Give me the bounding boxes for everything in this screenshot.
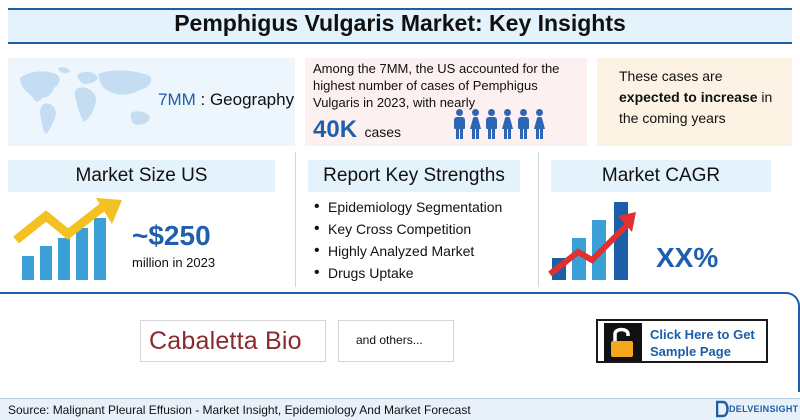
person-icon	[453, 109, 465, 139]
cabaletta-bio-logo: Cabaletta Bio	[149, 327, 302, 355]
geography-panel: 7MM : Geography	[8, 58, 295, 146]
delveinsight-mark-icon	[716, 400, 729, 418]
cta-line1[interactable]: Click Here to Get	[650, 327, 755, 342]
delveinsight-brand: DELVEINSIGHT	[729, 404, 799, 414]
forecast-suffix: in the coming years	[619, 89, 773, 126]
people-icon	[453, 109, 557, 141]
title-band	[8, 8, 792, 44]
person-icon	[469, 109, 481, 139]
list-item: Drugs Uptake	[312, 262, 532, 284]
cta-line2[interactable]: Sample Page	[650, 344, 731, 359]
strengths-header: Report Key Strengths	[308, 160, 520, 192]
delveinsight-logo: DELVEINSIGHT	[716, 400, 799, 418]
forecast-text: These cases are expected to increase in …	[619, 66, 787, 129]
title-banner: Pemphigus Vulgaris Market: Key Insights	[0, 0, 800, 52]
forecast-emphasis: expected to increase	[619, 89, 758, 105]
bar-growth-icon	[548, 202, 636, 280]
company-logo-box: Cabaletta Bio	[140, 320, 326, 362]
list-item: Epidemiology Segmentation	[312, 196, 532, 218]
page-title: Pemphigus Vulgaris Market: Key Insights	[174, 10, 626, 36]
cagr-header: Market CAGR	[551, 160, 771, 192]
bottom-frame	[0, 292, 800, 392]
footer-source: Source: Malignant Pleural Effusion - Mar…	[8, 403, 471, 417]
others-box: and others...	[338, 320, 454, 362]
person-icon	[501, 109, 513, 139]
vertical-divider	[295, 152, 296, 287]
cases-text: Among the 7MM, the US accounted for the …	[313, 61, 560, 110]
growth-chart-icon	[13, 198, 122, 280]
market-size-value: ~$250	[132, 220, 211, 251]
market-size-header: Market Size US	[8, 160, 275, 192]
cta-label[interactable]: Click Here to Get Sample Page	[650, 326, 755, 360]
list-item: Key Cross Competition	[312, 218, 532, 240]
forecast-panel: These cases are expected to increase in …	[597, 58, 792, 146]
cases-panel: Among the 7MM, the US accounted for the …	[305, 58, 587, 146]
market-size-sub: million in 2023	[132, 255, 216, 270]
cagr-value: XX%	[656, 242, 719, 273]
forecast-prefix: These cases are	[619, 68, 723, 84]
strengths-list: Epidemiology Segmentation Key Cross Comp…	[312, 196, 532, 284]
cases-unit: cases	[364, 124, 402, 140]
person-icon	[485, 109, 497, 139]
geography-highlight: 7MM	[158, 90, 196, 109]
person-icon	[533, 109, 545, 139]
world-map-icon	[20, 67, 152, 134]
footer-bar	[0, 398, 800, 420]
geography-text: : Geography	[195, 90, 295, 109]
vertical-divider	[538, 152, 539, 287]
sample-page-button[interactable]: Click Here to Get Sample Page	[596, 319, 768, 363]
person-icon	[517, 109, 529, 139]
others-text: and others...	[356, 333, 423, 347]
geography-label: 7MM : Geography	[158, 90, 294, 110]
unlock-icon	[604, 323, 642, 361]
cases-number-row: 40K cases	[313, 116, 401, 144]
list-item: Highly Analyzed Market	[312, 240, 532, 262]
cases-number: 40K	[313, 116, 358, 143]
